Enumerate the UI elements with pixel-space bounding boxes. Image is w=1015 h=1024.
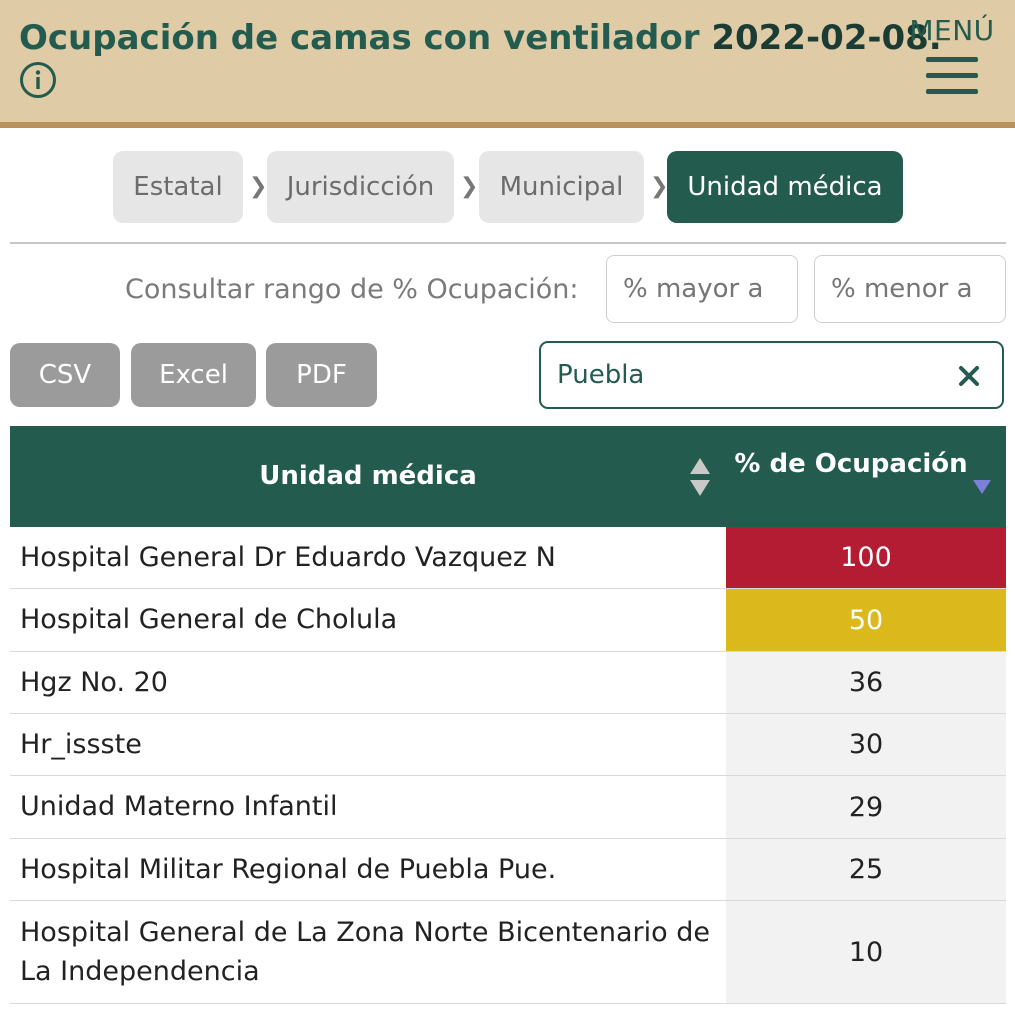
- export-pdf-button[interactable]: PDF: [266, 343, 377, 407]
- range-max-input[interactable]: [814, 255, 1006, 323]
- cell-ocupacion: 29: [726, 776, 1006, 838]
- cell-unidad-medica: Hospital General Dr Eduardo Vazquez N: [20, 542, 556, 573]
- column-header-ocupacion-label: % de Ocupación: [734, 449, 968, 479]
- cell-unidad-medica: Hospital General de La Zona Norte Bicent…: [20, 917, 710, 987]
- menu-button[interactable]: MENÚ: [907, 14, 997, 105]
- cell-ocupacion: 100: [726, 527, 1006, 588]
- breadcrumb-jurisdiccion[interactable]: Jurisdicción: [267, 151, 454, 223]
- cell-ocupacion: 10: [726, 901, 1006, 1003]
- breadcrumb-estatal[interactable]: Estatal: [113, 151, 243, 223]
- chevron-right-icon: ❯: [249, 174, 268, 199]
- table-row[interactable]: Hospital General de Cholula 50: [10, 589, 1006, 652]
- table-header: Unidad médica % de Ocupación: [10, 426, 1006, 527]
- cell-unidad-medica: Hospital General de Cholula: [20, 604, 398, 635]
- export-excel-button[interactable]: Excel: [131, 343, 256, 407]
- table-row[interactable]: Hospital Militar Regional de Puebla Pue.…: [10, 839, 1006, 901]
- cell-ocupacion: 25: [726, 839, 1006, 900]
- cell-unidad-medica: Hr_issste: [20, 729, 142, 760]
- breadcrumb-unidad-medica[interactable]: Unidad médica: [667, 151, 903, 223]
- divider: [10, 242, 1006, 244]
- table-row[interactable]: Hospital General Dr Eduardo Vazquez N 100: [10, 527, 1006, 589]
- table-row[interactable]: Unidad Materno Infantil 29: [10, 776, 1006, 839]
- cell-ocupacion: 36: [726, 652, 1006, 713]
- search-value: Puebla: [557, 360, 645, 390]
- cell-unidad-medica: Unidad Materno Infantil: [20, 791, 338, 822]
- range-min-input[interactable]: [606, 255, 798, 323]
- cell-ocupacion: 50: [726, 589, 1006, 651]
- info-icon[interactable]: [18, 60, 58, 100]
- range-filter-label: Consultar rango de % Ocupación:: [125, 274, 579, 305]
- column-header-ocupacion[interactable]: % de Ocupación: [726, 444, 1006, 484]
- table-row[interactable]: Hr_issste 30: [10, 714, 1006, 776]
- breadcrumb: Estatal ❯ Jurisdicción ❯ Municipal ❯ Uni…: [0, 151, 1015, 223]
- app-header: Ocupación de camas con ventilador 2022-0…: [0, 0, 1015, 128]
- close-icon[interactable]: [956, 363, 982, 389]
- search-input[interactable]: Puebla: [539, 341, 1004, 409]
- occupancy-table: Unidad médica % de Ocupación Hospital Ge…: [10, 426, 1006, 1004]
- breadcrumb-municipal[interactable]: Municipal: [479, 151, 644, 223]
- chevron-right-icon: ❯: [460, 174, 479, 199]
- sort-desc-icon[interactable]: [972, 479, 992, 495]
- export-csv-button[interactable]: CSV: [10, 343, 120, 407]
- hamburger-icon: [926, 57, 978, 94]
- page-title: Ocupación de camas con ventilador 2022-0…: [19, 16, 942, 60]
- cell-unidad-medica: Hospital Militar Regional de Puebla Pue.: [20, 854, 557, 885]
- table-row[interactable]: Hgz No. 20 36: [10, 652, 1006, 714]
- column-header-unidad[interactable]: Unidad médica: [259, 461, 477, 491]
- table-row[interactable]: Hospital General de La Zona Norte Bicent…: [10, 901, 1006, 1004]
- sort-icon[interactable]: [688, 456, 712, 498]
- title-date: 2022-02-08.: [711, 18, 942, 58]
- menu-label: MENÚ: [909, 14, 995, 47]
- cell-unidad-medica: Hgz No. 20: [20, 667, 168, 698]
- cell-ocupacion: 30: [726, 714, 1006, 775]
- title-text: Ocupación de camas con ventilador: [19, 18, 700, 58]
- chevron-right-icon: ❯: [650, 174, 669, 199]
